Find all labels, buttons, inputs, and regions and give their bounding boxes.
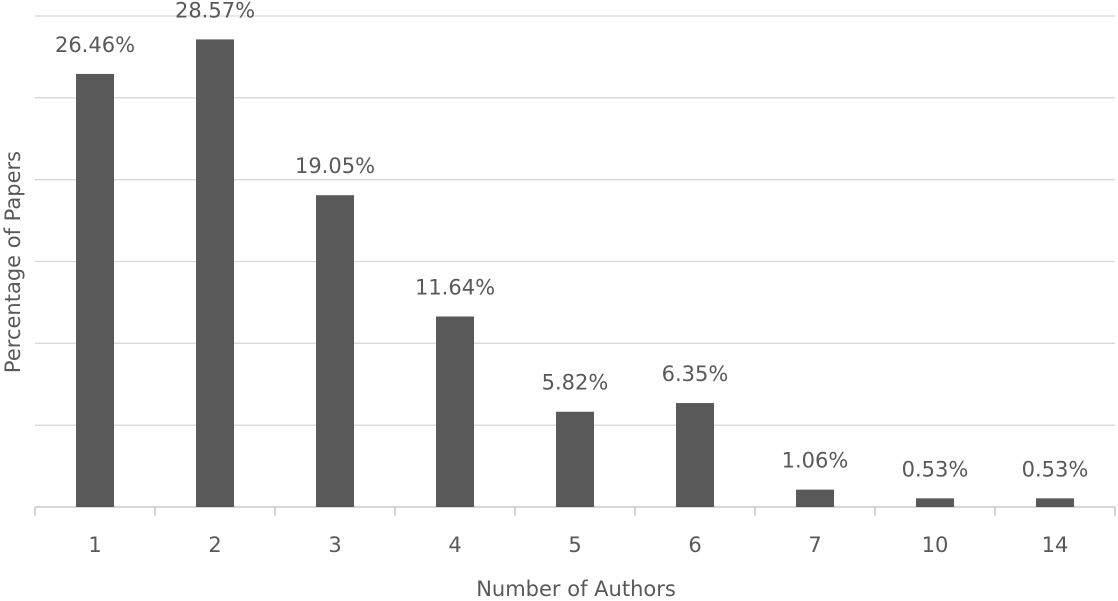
data-label: 6.35% xyxy=(662,362,729,386)
data-label: 19.05% xyxy=(295,154,375,178)
bar xyxy=(916,498,954,507)
x-tick-label: 6 xyxy=(688,533,701,557)
x-tick-label: 1 xyxy=(88,533,101,557)
data-label: 26.46% xyxy=(55,33,135,57)
data-label: 0.53% xyxy=(902,457,969,481)
data-label: 11.64% xyxy=(415,275,495,299)
bar xyxy=(556,411,594,507)
y-axis-title: Percentage of Papers xyxy=(1,151,25,373)
bar xyxy=(796,489,834,507)
bar xyxy=(676,403,714,507)
x-axis-title: Number of Authors xyxy=(476,577,676,601)
x-tick-label: 7 xyxy=(808,533,821,557)
x-tick-label: 14 xyxy=(1042,533,1069,557)
x-tick-label: 10 xyxy=(922,533,949,557)
data-label: 5.82% xyxy=(542,371,609,395)
x-tick-label: 5 xyxy=(568,533,581,557)
bar xyxy=(436,316,474,507)
bar xyxy=(196,39,234,508)
data-label: 28.57% xyxy=(175,0,255,22)
bar xyxy=(76,73,114,508)
data-label: 0.53% xyxy=(1022,457,1089,481)
bar xyxy=(1036,498,1074,507)
x-tick-label: 4 xyxy=(448,533,461,557)
x-tick-label: 3 xyxy=(328,533,341,557)
bar xyxy=(316,195,354,507)
data-label: 1.06% xyxy=(782,449,849,473)
x-tick-label: 2 xyxy=(208,533,221,557)
